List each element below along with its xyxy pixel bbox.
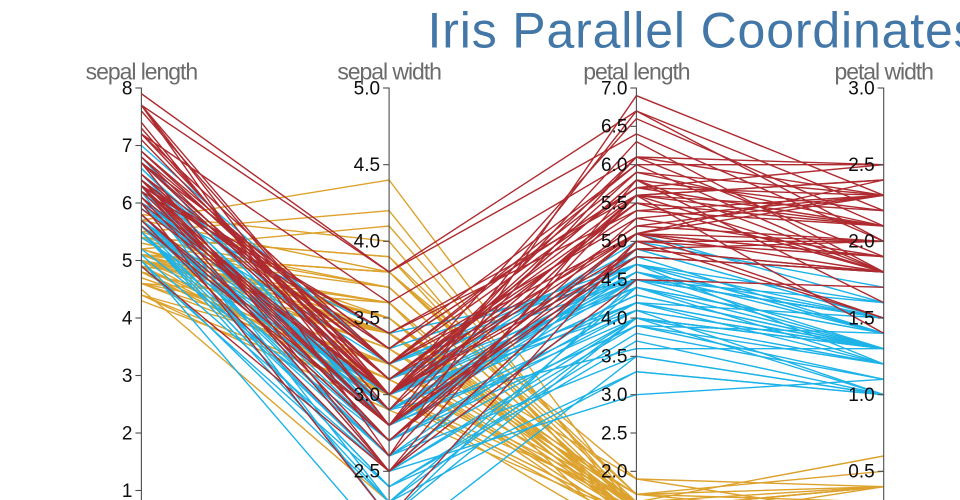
svg-text:3.0: 3.0 <box>601 385 627 406</box>
svg-text:6.5: 6.5 <box>601 117 627 138</box>
svg-text:3: 3 <box>122 366 133 387</box>
svg-text:3.5: 3.5 <box>354 308 380 329</box>
svg-text:2: 2 <box>122 423 133 444</box>
svg-text:2.0: 2.0 <box>848 232 874 253</box>
svg-text:petal length: petal length <box>583 59 690 85</box>
svg-text:5.5: 5.5 <box>601 193 627 214</box>
svg-text:4: 4 <box>122 308 133 329</box>
svg-text:2.5: 2.5 <box>848 155 874 176</box>
svg-text:0.5: 0.5 <box>848 462 874 483</box>
svg-text:4.0: 4.0 <box>354 232 380 253</box>
svg-text:6: 6 <box>122 193 133 214</box>
svg-text:1.5: 1.5 <box>848 308 874 329</box>
svg-text:3.0: 3.0 <box>848 78 874 99</box>
svg-text:3.5: 3.5 <box>601 347 627 368</box>
svg-text:2.5: 2.5 <box>601 423 627 444</box>
svg-text:4.5: 4.5 <box>354 155 380 176</box>
svg-text:6.0: 6.0 <box>601 155 627 176</box>
svg-text:3.0: 3.0 <box>354 385 380 406</box>
svg-text:2.5: 2.5 <box>354 462 380 483</box>
svg-text:5.0: 5.0 <box>601 232 627 253</box>
svg-text:sepal length: sepal length <box>86 59 198 85</box>
svg-text:4.0: 4.0 <box>601 308 627 329</box>
svg-text:7.0: 7.0 <box>601 78 627 99</box>
svg-text:5.0: 5.0 <box>354 78 380 99</box>
svg-text:1: 1 <box>122 481 133 500</box>
svg-text:4.5: 4.5 <box>601 270 627 291</box>
svg-text:2.0: 2.0 <box>601 462 627 483</box>
svg-text:Iris Parallel Coordinates: Iris Parallel Coordinates <box>428 3 960 59</box>
svg-text:8: 8 <box>122 78 133 99</box>
svg-text:5: 5 <box>122 251 133 272</box>
svg-text:petal width: petal width <box>834 59 933 85</box>
svg-text:7: 7 <box>122 136 133 157</box>
svg-text:1.0: 1.0 <box>848 385 874 406</box>
svg-text:sepal width: sepal width <box>337 59 441 85</box>
